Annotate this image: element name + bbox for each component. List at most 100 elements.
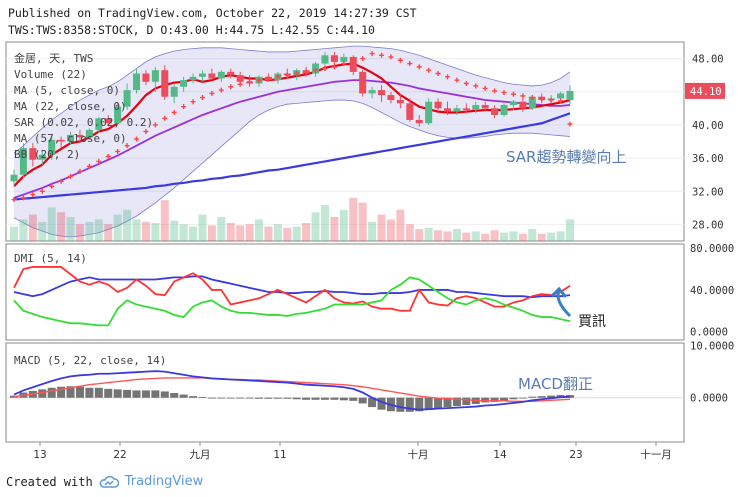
volume-bar	[339, 209, 348, 241]
macd-histogram-bar	[358, 397, 367, 404]
volume-bar	[311, 212, 320, 241]
sar-point	[58, 178, 64, 184]
macd-histogram-bar	[160, 391, 169, 398]
sar-point	[567, 121, 573, 127]
tradingview-logo-text[interactable]: TradingView	[124, 474, 204, 489]
macd-histogram-bar	[500, 397, 509, 401]
sar-point	[473, 83, 479, 89]
sar-point	[143, 129, 149, 135]
volume-bar	[217, 217, 226, 241]
macd-histogram-bar	[462, 397, 471, 406]
sar-point	[407, 61, 413, 67]
sar-point	[350, 57, 356, 63]
buy-signal-arrow-icon	[550, 286, 572, 318]
dmi-minus-di-line	[13, 266, 571, 312]
candle-body	[491, 108, 499, 115]
candle-body	[217, 71, 225, 79]
volume-bar	[57, 212, 66, 241]
sar-point	[444, 74, 450, 80]
macd-histogram-bar	[396, 397, 405, 412]
sar-point	[96, 158, 102, 164]
candle-body	[180, 80, 188, 87]
sar-point	[331, 64, 337, 70]
legend-item: DMI (5, 14)	[14, 252, 87, 265]
macd-histogram-bar	[104, 388, 113, 398]
volume-bar	[377, 214, 386, 241]
candle-body	[123, 90, 131, 107]
candle-body	[38, 154, 46, 160]
sar-point	[124, 143, 130, 149]
macd-histogram-bar	[415, 397, 424, 412]
volume-bar	[151, 223, 160, 241]
macd-pane[interactable]: 10.0000 0.0000 MACD (5, 22, close, 14) MACD…	[6, 341, 734, 412]
sar-point	[379, 52, 385, 58]
legend-item: Volume (22)	[14, 68, 87, 81]
volume-bar	[556, 231, 565, 241]
y-tick-label: 10.0000	[690, 341, 734, 353]
sar-point	[539, 96, 545, 102]
macd-histogram-bar	[405, 397, 414, 412]
sar-point	[162, 115, 168, 121]
macd-histogram-bar	[264, 397, 273, 399]
volume-bar	[113, 214, 122, 241]
candle-body	[227, 71, 235, 76]
bollinger-upper-line	[13, 45, 571, 154]
volume-bar	[141, 221, 150, 241]
macd-histogram-bar	[518, 397, 527, 399]
x-tick-label: 11	[273, 449, 286, 461]
macd-histogram-bar	[226, 397, 235, 399]
sar-point	[247, 79, 253, 85]
y-tick-label: 80.0000	[690, 243, 734, 255]
volume-bar	[386, 219, 395, 241]
sar-point	[416, 64, 422, 70]
macd-histogram-bar	[273, 397, 282, 399]
sar-point	[294, 71, 300, 77]
sar-point	[510, 91, 516, 97]
volume-bar	[179, 224, 188, 241]
sar-point	[548, 97, 554, 103]
x-tick-label: 十月	[408, 448, 429, 461]
sar-point	[30, 192, 36, 198]
volume-bar	[85, 221, 94, 241]
y-tick-label: 48.00	[692, 54, 724, 66]
sar-point	[265, 75, 271, 81]
x-tick-label: 23	[569, 449, 582, 461]
macd-histogram-bar	[245, 397, 254, 399]
sar-point	[209, 90, 215, 96]
published-header: Published on TradingView.com, October 22…	[8, 6, 417, 20]
macd-histogram-bar	[217, 397, 226, 399]
candle-body	[481, 105, 489, 109]
x-tick-label: 13	[33, 449, 46, 461]
ma57-line	[13, 112, 571, 201]
y-tick-label: 28.00	[692, 219, 724, 231]
sar-point	[218, 87, 224, 93]
volume-bar	[75, 224, 84, 241]
pane-border-1	[5, 41, 685, 242]
volume-bar	[38, 221, 47, 241]
x-tick-label: 14	[493, 449, 507, 461]
candle-body	[95, 118, 103, 130]
dmi-adx-line	[13, 276, 571, 327]
last-price-label: 44.10	[690, 86, 722, 98]
sar-point	[426, 67, 432, 73]
sar-point	[115, 148, 121, 154]
bollinger-lower-line	[13, 99, 571, 238]
candle-body	[415, 119, 423, 124]
volume-bar	[236, 225, 245, 241]
candle-body	[443, 108, 451, 112]
volume-bar	[320, 205, 329, 241]
candle-body	[114, 106, 122, 124]
volume-bar	[405, 224, 414, 241]
volume-bar	[358, 202, 367, 241]
time-axis[interactable]: 13 22 九月 11 十月 14 23 十一月	[33, 442, 672, 461]
volume-bar	[264, 226, 273, 241]
sar-point	[313, 67, 319, 73]
macd-histogram-bar	[75, 386, 84, 398]
dmi-pane[interactable]: 80.0000 40.0000 0.0000 DMI (5, 14) 買訊	[13, 243, 734, 339]
volume-bar	[547, 232, 556, 241]
y-tick-label: 0.0000	[690, 393, 728, 405]
sar-point	[256, 77, 262, 83]
volume-bar	[94, 219, 103, 241]
